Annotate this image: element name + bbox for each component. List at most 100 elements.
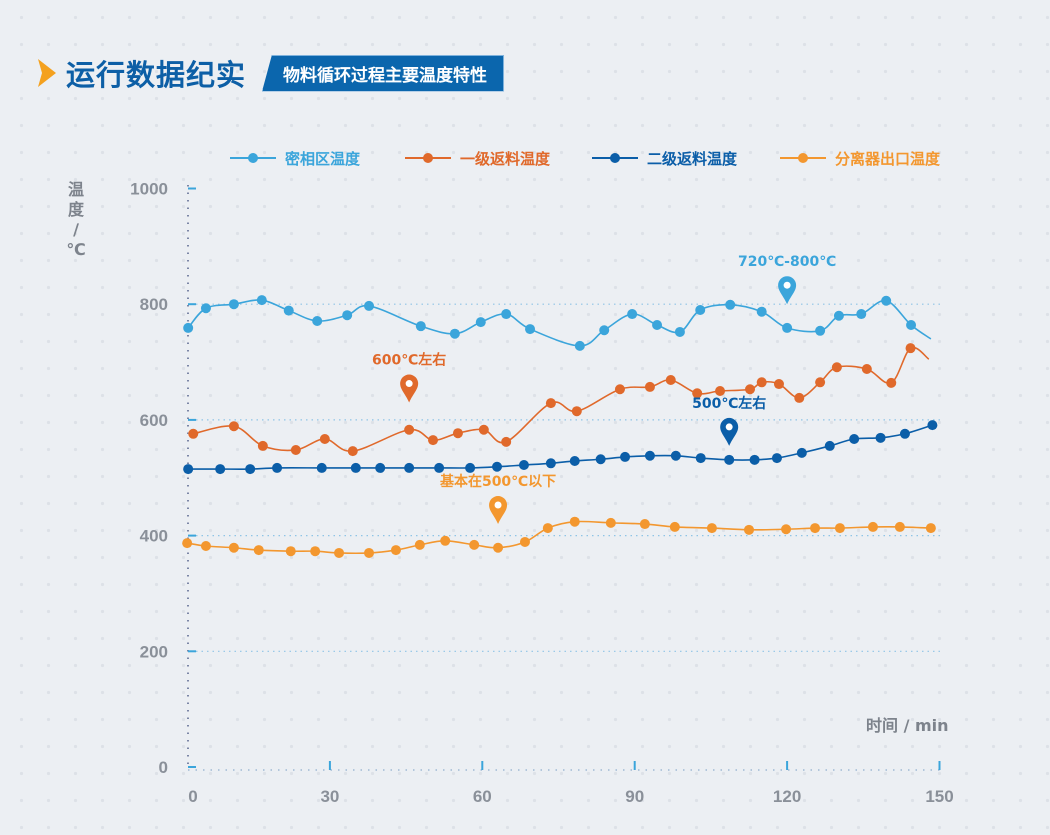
- data-point: [695, 453, 706, 464]
- data-point: [899, 428, 910, 439]
- legend-item-1[interactable]: 密相区温度: [230, 150, 361, 168]
- data-point: [525, 324, 536, 335]
- legend-marker: [610, 153, 620, 163]
- legend-label: 二级返料温度: [647, 150, 738, 168]
- data-point: [319, 433, 330, 444]
- data-point: [744, 524, 754, 535]
- data-point: [796, 447, 807, 458]
- data-point: [253, 545, 264, 556]
- data-point: [614, 384, 625, 395]
- data-point: [692, 388, 703, 399]
- data-point: [810, 523, 821, 534]
- series-1: [183, 295, 932, 351]
- legend-item-4[interactable]: 分离器出口温度: [780, 150, 941, 168]
- data-point: [283, 305, 294, 316]
- legend-marker: [798, 153, 808, 163]
- annotation-label: 720℃-800℃: [738, 254, 836, 270]
- data-point: [925, 523, 936, 534]
- data-point: [245, 464, 256, 475]
- data-point: [449, 328, 460, 339]
- data-point: [518, 460, 529, 471]
- x-tick-label: 150: [925, 787, 953, 806]
- data-point: [781, 524, 792, 535]
- legend-item-3[interactable]: 二级返料温度: [592, 150, 738, 168]
- map-pin-hole: [783, 281, 791, 289]
- legend-item-2[interactable]: 一级返料温度: [405, 150, 551, 168]
- data-point: [493, 542, 504, 553]
- data-point: [782, 322, 793, 333]
- data-point: [867, 521, 878, 532]
- annotation: 500℃左右: [692, 395, 766, 446]
- data-point: [285, 546, 296, 557]
- x-tick-label: 120: [773, 787, 801, 806]
- data-point: [428, 435, 439, 446]
- data-point: [749, 454, 760, 465]
- data-point: [404, 424, 415, 435]
- annotation: 720℃-800℃: [738, 254, 836, 305]
- page-title: 运行数据纪实: [66, 58, 247, 92]
- annotation-label: 600℃左右: [372, 352, 446, 369]
- data-point: [519, 536, 530, 547]
- series-line: [193, 346, 930, 452]
- data-point: [414, 539, 425, 550]
- data-point: [545, 398, 556, 409]
- data-point: [415, 321, 426, 332]
- annotation: 基本在500℃以下: [440, 473, 556, 525]
- data-point: [465, 462, 476, 473]
- legend-marker: [248, 153, 258, 163]
- series-2: [188, 343, 930, 457]
- data-point: [200, 303, 211, 314]
- data-point: [834, 523, 845, 534]
- legend-label: 密相区温度: [285, 150, 361, 168]
- data-point: [569, 455, 580, 466]
- data-point: [652, 320, 663, 331]
- data-point: [894, 521, 905, 532]
- data-point: [815, 377, 826, 388]
- x-axis-label: 时间 / min: [866, 716, 949, 735]
- data-point: [256, 295, 267, 306]
- y-tick-label: 0: [159, 758, 168, 777]
- data-point: [188, 428, 199, 439]
- data-point: [773, 379, 784, 390]
- series-4: [182, 516, 936, 558]
- x-tick-label: 0: [188, 787, 197, 806]
- data-point: [771, 453, 782, 464]
- data-point: [545, 458, 556, 469]
- data-point: [571, 406, 582, 417]
- data-point: [886, 377, 897, 388]
- y-tick-label: 600: [140, 411, 168, 430]
- data-point: [674, 326, 685, 337]
- data-point: [715, 385, 726, 396]
- legend-marker: [423, 153, 433, 163]
- y-tick-label: 800: [140, 295, 168, 314]
- data-point: [905, 343, 916, 354]
- data-point: [644, 450, 655, 461]
- data-point: [574, 340, 585, 351]
- data-point: [881, 295, 892, 306]
- data-point: [670, 450, 681, 461]
- data-point: [316, 462, 327, 473]
- data-point: [906, 320, 917, 331]
- map-pin-hole: [405, 380, 413, 388]
- data-point: [215, 464, 226, 475]
- data-point: [228, 299, 239, 310]
- data-point: [665, 374, 676, 385]
- data-point: [440, 535, 451, 546]
- x-tick-label: 90: [625, 787, 644, 806]
- map-pin-icon: [778, 276, 797, 305]
- data-point: [815, 325, 826, 336]
- data-point: [725, 299, 736, 310]
- data-point: [620, 451, 631, 462]
- data-point: [706, 523, 717, 534]
- data-point: [342, 310, 353, 321]
- data-point: [183, 464, 194, 475]
- annotation-label: 500℃左右: [692, 395, 766, 412]
- legend-label: 一级返料温度: [460, 150, 551, 168]
- data-point: [849, 433, 860, 444]
- page-header: 运行数据纪实 物料循环过程主要温度特性: [36, 52, 505, 94]
- data-point: [375, 462, 386, 473]
- data-point: [475, 317, 486, 328]
- map-pin-icon: [489, 496, 508, 525]
- map-pin-icon: [720, 417, 739, 446]
